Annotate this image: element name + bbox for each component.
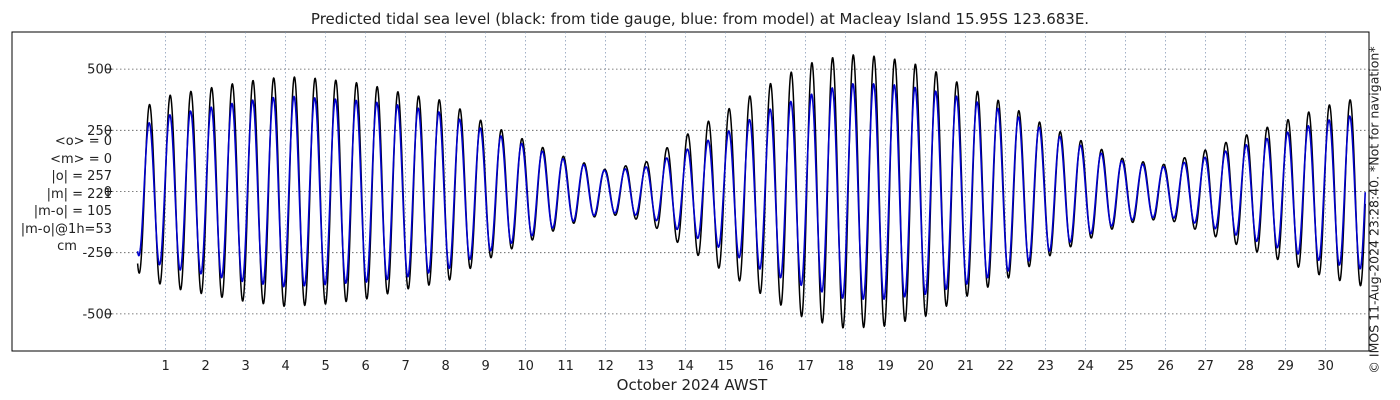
x-tick-label: 20 [917, 359, 934, 374]
x-tick-label: 11 [557, 359, 574, 374]
x-tick-label: 9 [481, 359, 489, 374]
x-tick-label: 3 [241, 359, 249, 374]
y-tick-label: -250 [82, 246, 112, 261]
x-axis-label: October 2024 AWST [617, 376, 769, 394]
x-tick-label: 10 [517, 359, 534, 374]
stat-mean-observed: <o> = 0 [54, 134, 112, 149]
x-tick-label: 12 [597, 359, 614, 374]
x-tick-label: 27 [1197, 359, 1214, 374]
stat-abs-diff: |m-o| = 105 [33, 204, 112, 219]
y-tick-label: 500 [87, 63, 112, 78]
x-tick-label: 16 [757, 359, 774, 374]
x-tick-label: 25 [1117, 359, 1134, 374]
x-tick-label: 8 [441, 359, 449, 374]
x-tick-label: 30 [1317, 359, 1334, 374]
x-tick-label: 18 [837, 359, 854, 374]
x-tick-label: 5 [321, 359, 329, 374]
x-tick-label: 4 [281, 359, 289, 374]
y-tick-label: -500 [82, 307, 112, 322]
stats-panel: <o> = 0 <m> = 0 |o| = 257 |m| = 221 |m-o… [0, 133, 112, 256]
stat-mean-model: <m> = 0 [50, 151, 112, 167]
x-tick-label: 13 [637, 359, 654, 374]
x-tick-label: 7 [401, 359, 409, 374]
stat-abs-observed: |o| = 257 [51, 169, 112, 184]
x-tick-label: 14 [677, 359, 694, 374]
x-tick-label: 21 [957, 359, 974, 374]
x-tick-label: 1 [161, 359, 169, 374]
x-tick-label: 19 [877, 359, 894, 374]
x-tick-label: 22 [997, 359, 1014, 374]
series-line-model [136, 83, 1366, 300]
x-tick-label: 24 [1077, 359, 1094, 374]
x-tick-label: 23 [1037, 359, 1054, 374]
chart-title: Predicted tidal sea level (black: from t… [310, 10, 1090, 28]
stat-unit: cm [57, 239, 77, 254]
stat-abs-diff-1h: |m-o|@1h=53 [20, 221, 112, 237]
x-tick-label: 29 [1277, 359, 1294, 374]
x-tick-label: 26 [1157, 359, 1174, 374]
x-tick-label: 6 [361, 359, 369, 374]
y-tick-label: 250 [87, 124, 112, 139]
copyright-text: © IMOS 11-Aug-2024 23:28:40. *Not for na… [1366, 46, 1382, 374]
x-tick-label: 17 [797, 359, 814, 374]
y-tick-label: 0 [104, 185, 112, 200]
grid-layer [108, 32, 1369, 351]
x-tick-label: 15 [717, 359, 734, 374]
x-tick-label: 28 [1237, 359, 1254, 374]
stat-abs-model: |m| = 221 [46, 186, 112, 202]
series-layer [136, 54, 1366, 329]
x-tick-label: 2 [201, 359, 209, 374]
